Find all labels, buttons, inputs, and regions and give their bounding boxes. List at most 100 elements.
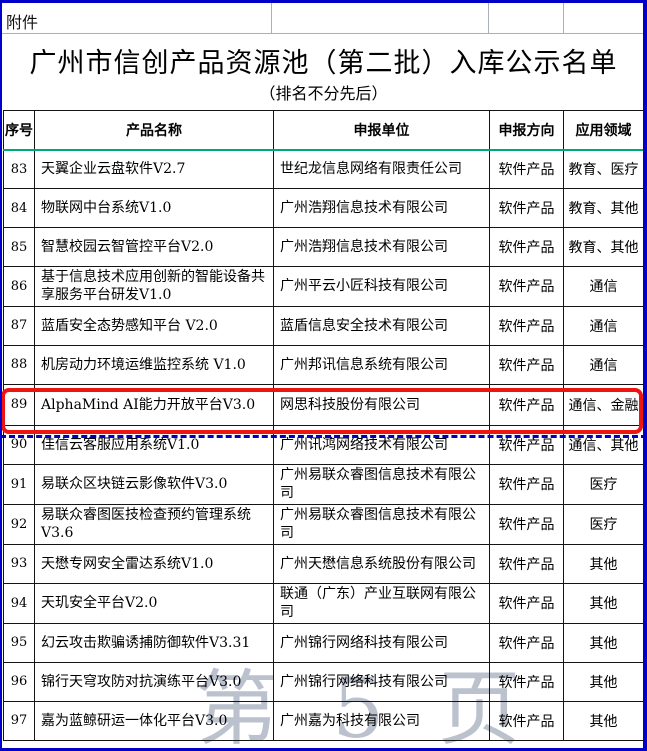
cell-company: 广州天懋信息系统股份有限公司 — [273, 543, 490, 584]
cell-company: 广州邦讯信息系统有限公司 — [273, 344, 490, 385]
cell-field: 通信 — [563, 305, 644, 346]
cell-direction: 软件产品 — [489, 424, 564, 465]
table-row: 84 物联网中台系统V1.0 广州浩翔信息技术有限公司 软件产品 教育、其他 — [3, 188, 644, 228]
table-row: 90 佳信云客服应用系统V1.0 广州讯鸿网络技术有限公司 软件产品 通信、其他 — [3, 424, 644, 465]
table-row: 88 机房动力环境运维监控系统 V1.0 广州邦讯信息系统有限公司 软件产品 通… — [3, 344, 644, 385]
cell-product: 机房动力环境运维监控系统 V1.0 — [34, 344, 274, 385]
cell-direction: 软件产品 — [489, 543, 564, 584]
page-subtitle: （排名不分先后） — [259, 84, 388, 103]
cell-product: 嘉为蓝鲸研运一体化平台V3.0 — [34, 700, 274, 741]
cell-direction: 软件产品 — [489, 227, 564, 267]
cell-field: 通信 — [563, 344, 644, 385]
cell-product: 天翼企业云盘软件V2.7 — [34, 149, 274, 189]
table-row: 91 易联众区块链云影像软件V3.0 广州易联众睿图信息技术有限公司 软件产品 … — [3, 463, 644, 505]
cell-product: 物联网中台系统V1.0 — [34, 188, 274, 228]
cell-no: 84 — [3, 188, 35, 228]
attachment-label: 附件 — [6, 13, 39, 32]
table-row: 89 AlphaMind AI能力开放平台V3.0 网思科技股份有限公司 软件产… — [3, 383, 644, 426]
table-row: 95 幻云攻击欺骗诱捕防御软件V3.31 广州锦行网络科技有限公司 软件产品 其… — [3, 622, 644, 663]
page-title: 广州市信创产品资源池（第二批）入库公示名单 — [29, 48, 618, 79]
cell-company: 世纪龙信息网络有限责任公司 — [273, 149, 490, 189]
cell-no: 95 — [3, 622, 35, 663]
cell-no: 87 — [3, 305, 35, 346]
cell-no: 86 — [3, 266, 35, 307]
table-row: 87 蓝盾安全态势感知平台 V2.0 蓝盾信息安全技术有限公司 软件产品 通信 — [3, 305, 644, 346]
table-row: 86 基于信息技术应用创新的智能设备共享服务平台研发V1.0 广州平云小匠科技有… — [3, 266, 644, 307]
cell-field: 通信、金融 — [563, 383, 644, 426]
cell-product: 易联众睿图医技检查预约管理系统V3.6 — [34, 503, 274, 545]
cell-company: 广州锦行网络科技有限公司 — [273, 622, 490, 663]
cell-direction: 软件产品 — [489, 305, 564, 346]
cell-field: 其他 — [563, 543, 644, 584]
table-row: 97 嘉为蓝鲸研运一体化平台V3.0 广州嘉为科技有限公司 软件产品 其他 — [3, 700, 644, 741]
cell-field: 其他 — [563, 622, 644, 663]
cell-product: 佳信云客服应用系统V1.0 — [34, 424, 274, 465]
cell-product: AlphaMind AI能力开放平台V3.0 — [34, 383, 274, 426]
table-body: 83 天翼企业云盘软件V2.7 世纪龙信息网络有限责任公司 软件产品 教育、医疗… — [3, 149, 644, 741]
cell-company: 蓝盾信息安全技术有限公司 — [273, 305, 490, 346]
column-header-direction: 申报方向 — [489, 110, 564, 151]
cell-company: 网思科技股份有限公司 — [273, 383, 490, 426]
cell-field: 其他 — [563, 582, 644, 624]
cell-direction: 软件产品 — [489, 344, 564, 385]
cell-field: 教育、其他 — [563, 188, 644, 228]
cell-no: 92 — [3, 503, 35, 545]
cell-company: 广州锦行网络科技有限公司 — [273, 661, 490, 702]
cell-direction: 软件产品 — [489, 463, 564, 505]
table-row: 92 易联众睿图医技检查预约管理系统V3.6 广州易联众睿图信息技术有限公司 软… — [3, 503, 644, 545]
cell-field: 通信 — [563, 266, 644, 307]
cell-no: 97 — [3, 700, 35, 741]
cell-company: 广州平云小匠科技有限公司 — [273, 266, 490, 307]
cell-field: 其他 — [563, 661, 644, 702]
cell-field: 医疗 — [563, 503, 644, 545]
cell-no: 83 — [3, 149, 35, 189]
cell-no: 89 — [3, 383, 35, 426]
cell-direction: 软件产品 — [489, 503, 564, 545]
cell-product: 基于信息技术应用创新的智能设备共享服务平台研发V1.0 — [34, 266, 274, 307]
column-header-field: 应用领域 — [563, 110, 644, 151]
cell-product: 幻云攻击欺骗诱捕防御软件V3.31 — [34, 622, 274, 663]
grid-line-vertical-1 — [271, 3, 272, 34]
frame-border-right — [643, 0, 647, 751]
table-header: 序号 产品名称 申报单位 申报方向 应用领域 — [3, 110, 644, 151]
cell-direction: 软件产品 — [489, 266, 564, 307]
cell-no: 90 — [3, 424, 35, 465]
products-table: 序号 产品名称 申报单位 申报方向 应用领域 83 天翼企业云盘软件V2.7 世… — [3, 110, 644, 741]
cell-product: 智慧校园云智管控平台V2.0 — [34, 227, 274, 267]
cell-product: 天玑安全平台V2.0 — [34, 582, 274, 624]
cell-direction: 软件产品 — [489, 700, 564, 741]
cell-company: 广州嘉为科技有限公司 — [273, 700, 490, 741]
column-header-company: 申报单位 — [273, 110, 490, 151]
cell-direction: 软件产品 — [489, 622, 564, 663]
cell-direction: 软件产品 — [489, 661, 564, 702]
table-row: 93 天懋专网安全雷达系统V1.0 广州天懋信息系统股份有限公司 软件产品 其他 — [3, 543, 644, 584]
cell-company: 联通（广东）产业互联网有限公司 — [273, 582, 490, 624]
grid-line-vertical-3 — [563, 3, 564, 34]
frame-border-bottom — [0, 748, 647, 751]
frame-border-top — [0, 0, 647, 3]
cell-company: 广州浩翔信息技术有限公司 — [273, 227, 490, 267]
cell-no: 93 — [3, 543, 35, 584]
table-row: 85 智慧校园云智管控平台V2.0 广州浩翔信息技术有限公司 软件产品 教育、其… — [3, 227, 644, 267]
cell-field: 教育、其他 — [563, 227, 644, 267]
cell-product: 易联众区块链云影像软件V3.0 — [34, 463, 274, 505]
cell-company: 广州浩翔信息技术有限公司 — [273, 188, 490, 228]
grid-line-vertical-2 — [488, 3, 489, 34]
cell-field: 教育、医疗 — [563, 149, 644, 189]
cell-direction: 软件产品 — [489, 188, 564, 228]
column-header-no: 序号 — [3, 110, 35, 151]
cell-direction: 软件产品 — [489, 149, 564, 189]
cell-no: 94 — [3, 582, 35, 624]
cell-company: 广州讯鸿网络技术有限公司 — [273, 424, 490, 465]
cell-product: 蓝盾安全态势感知平台 V2.0 — [34, 305, 274, 346]
top-grid-strip — [2, 3, 643, 34]
cell-direction: 软件产品 — [489, 582, 564, 624]
table-row: 96 锦行天穹攻防对抗演练平台V3.0 广州锦行网络科技有限公司 软件产品 其他 — [3, 661, 644, 702]
frame-border-left — [0, 0, 2, 751]
cell-field: 其他 — [563, 700, 644, 741]
cell-no: 88 — [3, 344, 35, 385]
cell-company: 广州易联众睿图信息技术有限公司 — [273, 463, 490, 505]
cell-field: 医疗 — [563, 463, 644, 505]
cell-product: 锦行天穹攻防对抗演练平台V3.0 — [34, 661, 274, 702]
cell-company: 广州易联众睿图信息技术有限公司 — [273, 503, 490, 545]
